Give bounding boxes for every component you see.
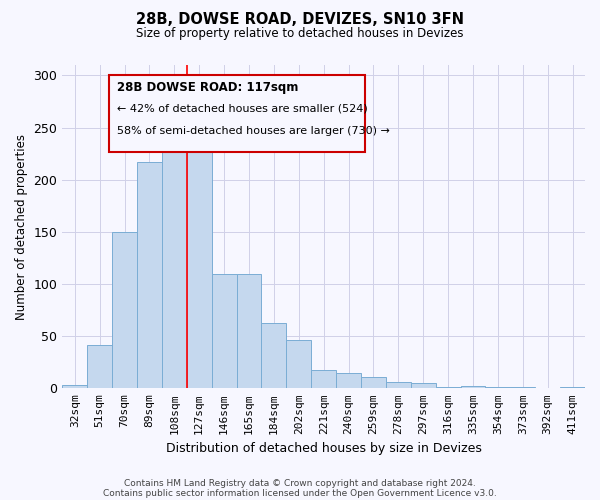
Text: Contains HM Land Registry data © Crown copyright and database right 2024.: Contains HM Land Registry data © Crown c… — [124, 478, 476, 488]
Bar — [262, 322, 286, 388]
Bar — [361, 377, 386, 388]
Bar — [62, 385, 87, 388]
Bar — [112, 232, 137, 388]
Bar — [162, 143, 187, 388]
Y-axis label: Number of detached properties: Number of detached properties — [15, 134, 28, 320]
Bar — [336, 372, 361, 388]
Text: 28B DOWSE ROAD: 117sqm: 28B DOWSE ROAD: 117sqm — [117, 81, 299, 94]
Text: Contains public sector information licensed under the Open Government Licence v3: Contains public sector information licen… — [103, 488, 497, 498]
Bar — [286, 340, 311, 388]
Text: ← 42% of detached houses are smaller (524): ← 42% of detached houses are smaller (52… — [117, 104, 368, 114]
Bar — [236, 274, 262, 388]
Text: 58% of semi-detached houses are larger (730) →: 58% of semi-detached houses are larger (… — [117, 126, 390, 136]
Bar — [411, 383, 436, 388]
Bar — [311, 370, 336, 388]
Text: 28B, DOWSE ROAD, DEVIZES, SN10 3FN: 28B, DOWSE ROAD, DEVIZES, SN10 3FN — [136, 12, 464, 28]
Bar — [212, 274, 236, 388]
Bar — [386, 382, 411, 388]
FancyBboxPatch shape — [109, 74, 365, 152]
Text: Size of property relative to detached houses in Devizes: Size of property relative to detached ho… — [136, 28, 464, 40]
Bar — [187, 130, 212, 388]
Bar — [461, 386, 485, 388]
X-axis label: Distribution of detached houses by size in Devizes: Distribution of detached houses by size … — [166, 442, 482, 455]
Bar — [87, 344, 112, 389]
Bar — [137, 162, 162, 388]
